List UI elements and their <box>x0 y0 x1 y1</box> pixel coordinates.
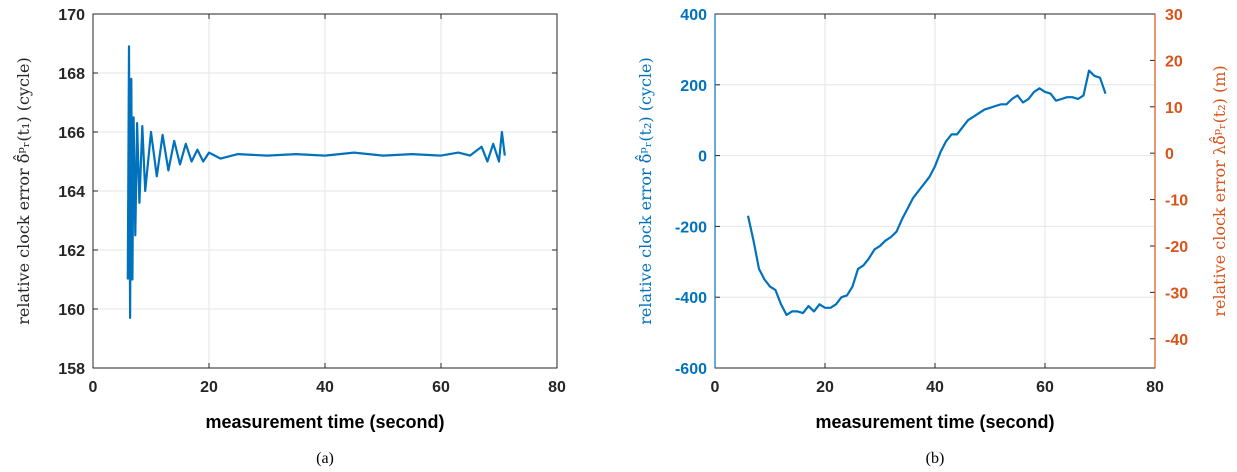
x-tick-label: 40 <box>316 379 334 396</box>
y-tick-label: 166 <box>58 125 85 142</box>
y-right-tick-label: -20 <box>1165 239 1188 256</box>
y-tick-label: 164 <box>58 184 85 201</box>
panel-b-grid <box>715 14 1155 368</box>
y-right-tick-label: 20 <box>1165 53 1183 70</box>
y-tick-label: 168 <box>58 66 85 83</box>
panel-b-chart: 0 20 40 60 80-600-400-2000200400-40-30-20-10… <box>635 7 1229 467</box>
panel-a-caption: (a) <box>316 450 334 467</box>
y-tick-label: 0 <box>698 149 707 166</box>
y-tick-label: 400 <box>680 7 707 24</box>
panel-b-x-axis-label: measurement time (second) <box>815 412 1054 432</box>
y-right-tick-label: 30 <box>1165 7 1183 24</box>
panel-b-caption: (b) <box>926 450 945 467</box>
series-line <box>746 69 1107 316</box>
x-tick-label: 20 <box>200 379 218 396</box>
panel-b-y-axis-right-label: relative clock error λδ̃̂ᵖᵣ(t₂) (m) <box>1209 65 1229 316</box>
panel-a-x-axis-label: measurement time (second) <box>205 412 444 432</box>
y-tick-label: -200 <box>675 219 707 236</box>
y-right-tick-label: 10 <box>1165 100 1183 117</box>
panel-b-y-axis-label: relative clock error δ̃̂ᵖᵣ(t₂) (cycle) <box>635 57 655 325</box>
x-tick-label: 80 <box>1146 379 1164 396</box>
x-tick-label: 20 <box>816 379 834 396</box>
x-tick-label: 80 <box>548 379 566 396</box>
y-tick-label: 160 <box>58 302 85 319</box>
y-right-tick-label: -10 <box>1165 193 1188 210</box>
panel-a-series <box>126 45 506 319</box>
panel-b-tick-labels: 0 20 40 60 80-600-400-2000200400-40-30-20-10… <box>675 7 1188 396</box>
y-tick-label: 170 <box>58 7 85 24</box>
x-tick-label: 60 <box>1036 379 1054 396</box>
y-right-tick-label: -40 <box>1165 332 1188 349</box>
y-tick-label: 200 <box>680 78 707 95</box>
panel-a-grid <box>93 14 557 368</box>
panel-a-y-axis-label: relative clock error δ̃̂ᵖᵣ(t₁) (cycle) <box>13 57 33 325</box>
y-right-tick-label: -30 <box>1165 285 1188 302</box>
y-tick-label: -400 <box>675 290 707 307</box>
y-tick-label: 158 <box>58 361 85 378</box>
y-tick-label: 162 <box>58 243 85 260</box>
x-tick-label: 0 <box>711 379 720 396</box>
panel-a-tick-labels: 0 20 40 60 80 158 160 162 164 166 168 170 <box>58 7 566 396</box>
y-right-tick-label: 0 <box>1165 146 1174 163</box>
x-tick-label: 60 <box>432 379 450 396</box>
y-tick-label: -600 <box>675 361 707 378</box>
x-tick-label: 0 <box>89 379 98 396</box>
panel-b-series <box>746 69 1107 316</box>
x-tick-label: 40 <box>926 379 944 396</box>
panel-a-chart: 0 20 40 60 80 158 160 162 164 166 168 170 measureme… <box>13 7 566 467</box>
series-line <box>126 45 506 319</box>
